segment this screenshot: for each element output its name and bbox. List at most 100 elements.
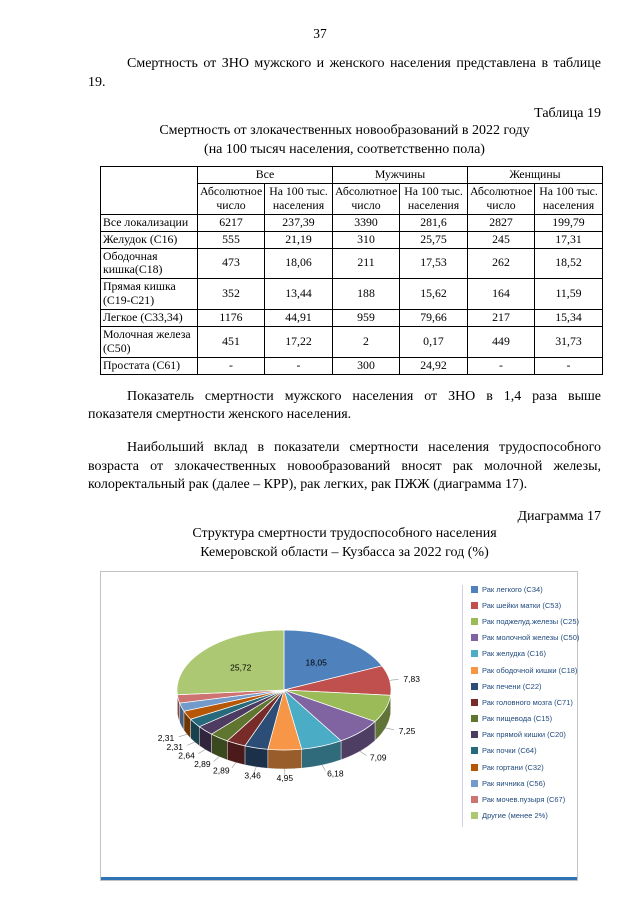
table-cell: 2827 xyxy=(467,213,535,232)
table-cell: 17,53 xyxy=(399,247,468,280)
table-cell: 17,31 xyxy=(534,230,603,249)
paragraph-ratio: Показатель смертности мужского населения… xyxy=(88,388,601,423)
legend-item: Рак гортани (С32) xyxy=(471,763,579,772)
pie-data-label: 2,31 xyxy=(158,733,175,743)
pie-data-label: 2,89 xyxy=(213,765,230,775)
legend-label: Рак пищевода (С15) xyxy=(482,714,553,724)
legend-item: Рак яичника (С56) xyxy=(471,779,579,788)
label-leader-line xyxy=(231,762,237,768)
chart-bottom-bar xyxy=(101,876,577,880)
legend-label: Рак поджелуд.железы (С25) xyxy=(482,616,579,626)
pie-data-label: 7,25 xyxy=(399,725,416,735)
page-number: 37 xyxy=(313,26,327,41)
legend-label: Рак печени (С22) xyxy=(482,681,542,691)
row-name: Легкое (С33,34) xyxy=(100,309,198,328)
paragraph-contribution: Наибольший вклад в показатели смертности… xyxy=(88,440,601,493)
table-cell: 79,66 xyxy=(399,309,468,328)
label-leader-line xyxy=(198,748,206,754)
pie-data-label: 2,31 xyxy=(166,742,183,752)
table-cell: 352 xyxy=(197,278,265,311)
row-name: Желудок (С16) xyxy=(100,230,198,249)
table-cell: 2 xyxy=(332,326,400,358)
table-cell: 188 xyxy=(332,278,400,311)
chart-legend: Рак легкого (С34) Рак шейки матки (С53) Ра… xyxy=(462,584,579,828)
diagram-17-pie-chart: 18,05 7,83 7,25 7,09 6,18 4,95 3,46 2,89 2,89 2,6… xyxy=(100,570,579,881)
legend-swatch-icon xyxy=(471,634,478,642)
col-abs-men: Абсолютное число xyxy=(332,182,400,215)
legend-swatch-icon xyxy=(471,763,478,771)
table-row: Прямая кишка (С19-С21) 352 13,44 188 15,62 16… xyxy=(100,278,603,311)
legend-item: Рак ободочной кишки (С18) xyxy=(471,666,579,675)
legend-item: Рак молочной железы (С50) xyxy=(471,633,579,642)
table-cell: - xyxy=(197,356,265,375)
legend-swatch-icon xyxy=(471,715,478,723)
legend-label: Рак головного мозга (С71) xyxy=(482,697,573,707)
legend-item: Рак печени (С22) xyxy=(471,682,579,691)
col-abs-women: Абсолютное число xyxy=(467,182,535,215)
table-cell: 199,79 xyxy=(534,213,603,232)
pie-slice xyxy=(283,629,383,691)
legend-label: Рак прямой кишки (С20) xyxy=(482,730,566,740)
table-cell: 15,34 xyxy=(534,309,603,328)
legend-swatch-icon xyxy=(471,617,478,625)
diagram-label: Диаграмма 17 xyxy=(517,508,601,524)
table-cell: 1176 xyxy=(197,309,265,328)
legend-item: Рак почки (С64) xyxy=(471,746,579,755)
label-leader-line xyxy=(359,750,367,756)
pie-data-label: 3,46 xyxy=(244,770,261,780)
table-cell: 3390 xyxy=(332,213,400,232)
table-row: Ободочная кишка(С18) 473 18,06 211 17,53 262 1… xyxy=(100,247,603,280)
table-title-line1: Смертность от злокачественных новообразо… xyxy=(159,123,530,139)
table-wrapper: Все Мужчины Женщины Абсолютное число На … xyxy=(100,166,603,375)
legend-swatch-icon xyxy=(471,682,478,690)
table-cell: 300 xyxy=(332,356,400,375)
col-group-all: Все xyxy=(197,166,333,184)
label-leader-line xyxy=(187,741,195,746)
table-cell: 15,62 xyxy=(399,278,468,311)
legend-swatch-icon xyxy=(471,698,478,706)
table-cell: - xyxy=(467,356,535,375)
legend-label: Рак шейки матки (С53) xyxy=(482,600,562,610)
pie-plot-area: 18,057,837,257,096,184,953,462,892,892,6… xyxy=(158,629,420,783)
legend-label: Рак гортани (С32) xyxy=(482,762,544,772)
legend-label: Рак почки (С64) xyxy=(482,746,537,756)
row-name: Ободочная кишка(С18) xyxy=(100,247,198,280)
legend-item: Рак шейки матки (С53) xyxy=(471,601,579,610)
table-row: Простата (С61) - -300 24,92- - xyxy=(100,356,603,375)
table-cell: 24,92 xyxy=(399,356,468,375)
label-leader-line xyxy=(253,766,257,773)
legend-label: Рак мочев.пузыря (С67) xyxy=(482,795,566,805)
pie-data-label: 2,89 xyxy=(194,758,211,768)
table-cell: 0,17 xyxy=(399,326,468,358)
table-group-header-row: Все Мужчины Женщины xyxy=(100,166,603,215)
table-corner-cell xyxy=(100,166,198,215)
table-cell: 217 xyxy=(467,309,535,328)
row-name: Молочная железа (С50) xyxy=(100,326,198,358)
table-cell: - xyxy=(534,356,603,375)
table-row: Молочная железа (С50) 451 17,22 2 0,17 449 31,… xyxy=(100,326,603,358)
legend-label: Другие (менее 2%) xyxy=(482,811,548,821)
col-per100k-men: На 100 тыс. населения xyxy=(399,182,468,215)
pie-data-label: 18,05 xyxy=(306,657,328,667)
col-per100k-all: На 100 тыс. населения xyxy=(264,182,333,215)
table-sub-header-row: Абсолютное число На 100 тыс. населения А… xyxy=(101,182,603,215)
table-row: Легкое (С33,34) 1176 44,91 959 79,66 217 15,34 xyxy=(100,309,603,328)
legend-item: Рак прямой кишки (С20) xyxy=(471,730,579,739)
col-group-women: Женщины xyxy=(467,166,603,184)
legend-swatch-icon xyxy=(471,666,478,674)
table-cell: 21,19 xyxy=(264,230,333,249)
legend-swatch-icon xyxy=(471,585,478,593)
legend-item: Рак пищевода (С15) xyxy=(471,714,579,723)
label-leader-line xyxy=(213,756,220,762)
table-cell: 262 xyxy=(467,247,535,280)
pie-data-label: 4,95 xyxy=(277,773,294,783)
legend-swatch-icon xyxy=(471,601,478,609)
table-cell: 237,39 xyxy=(264,213,333,232)
legend-label: Рак яичника (С56) xyxy=(482,778,546,788)
col-abs-all: Абсолютное число xyxy=(197,182,265,215)
mortality-table: Все Мужчины Женщины Абсолютное число На … xyxy=(100,166,603,375)
legend-swatch-icon xyxy=(471,812,478,820)
pie-data-label: 2,64 xyxy=(178,750,195,760)
paragraph-intro: Смертность от ЗНО мужского и женского на… xyxy=(88,56,601,90)
